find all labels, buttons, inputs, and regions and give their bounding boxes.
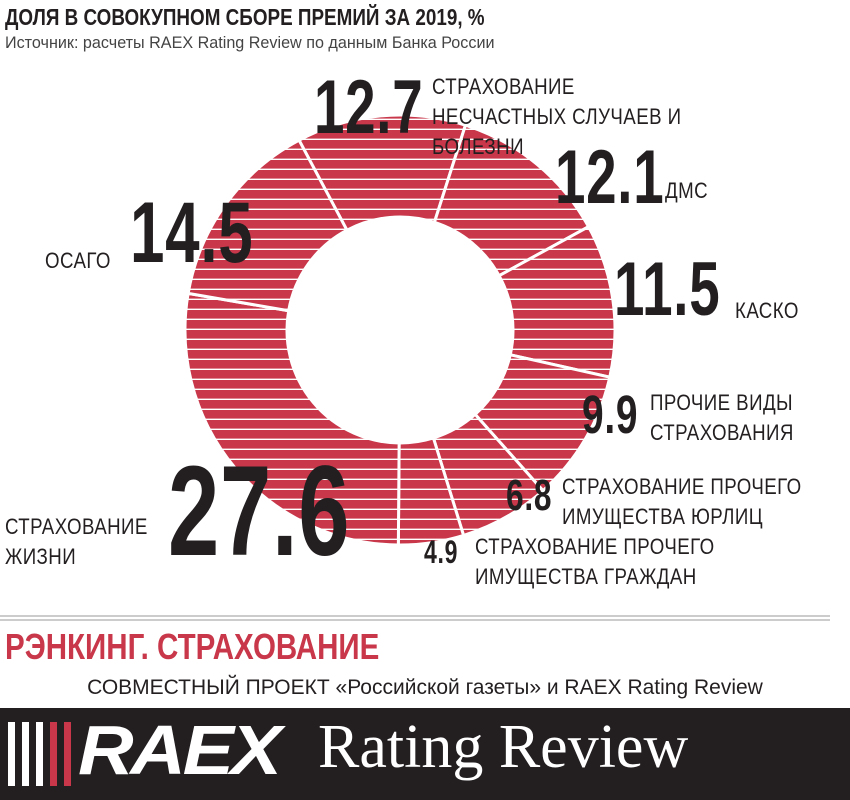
category-label: ДМС xyxy=(665,178,709,203)
value-label: 11.5 xyxy=(614,247,721,332)
value-label: 4.9 xyxy=(424,534,459,570)
value-label: 27.6 xyxy=(168,440,351,583)
chart-subtitle: Источник: расчеты RAEX Rating Review по … xyxy=(5,33,495,52)
logo-stripes xyxy=(8,722,71,786)
category-label: СТРАХОВАНИЕ НЕСЧАСТНЫХ СЛУЧАЕВ И БОЛЕЗНИ xyxy=(432,74,682,159)
value-label: 12.1 xyxy=(555,135,665,220)
ranking-title: РЭНКИНГ. СТРАХОВАНИЕ xyxy=(5,626,380,667)
project-line: СОВМЕСТНЫЙ ПРОЕКТ «Российской газеты» и … xyxy=(87,676,763,699)
category-label: СТРАХОВАНИЕ ПРОЧЕГО ИМУЩЕСТВА ЮРЛИЦ xyxy=(562,474,802,529)
category-label: ПРОЧИЕ ВИДЫ СТРАХОВАНИЯ xyxy=(650,390,794,445)
logo-band xyxy=(0,708,850,800)
value-label: 6.8 xyxy=(506,471,553,520)
category-label: СТРАХОВАНИЕ ЖИЗНИ xyxy=(5,514,148,569)
donut-segment xyxy=(183,291,401,547)
value-label: 9.9 xyxy=(582,385,639,445)
logo-tagline: Rating Review xyxy=(318,713,689,781)
value-label: 14.5 xyxy=(130,185,254,281)
donut-segment xyxy=(186,138,349,313)
category-label: ОСАГО xyxy=(45,248,111,273)
category-label: КАСКО xyxy=(735,298,799,323)
category-label: СТРАХОВАНИЕ ПРОЧЕГО ИМУЩЕСТВА ГРАЖДАН xyxy=(475,534,715,589)
logo-brand: RAEX xyxy=(78,711,282,789)
chart-title: ДОЛЯ В СОВОКУПНОМ СБОРЕ ПРЕМИЙ ЗА 2019, … xyxy=(5,4,485,30)
value-label: 12.7 xyxy=(314,65,424,150)
